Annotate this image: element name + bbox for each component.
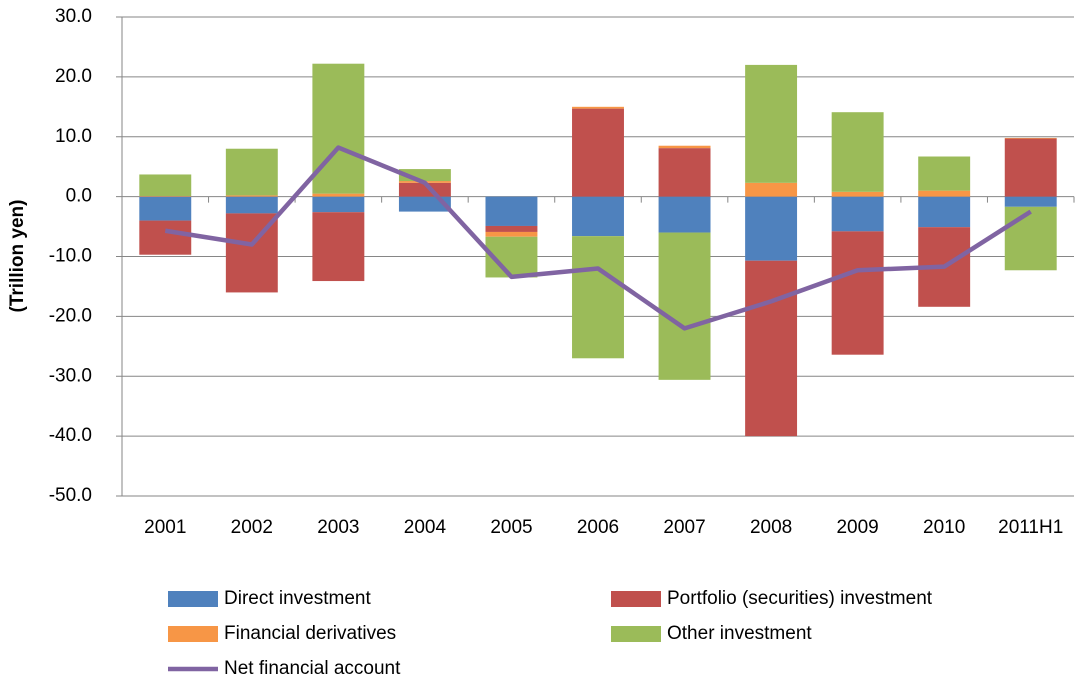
y-tick-label: 10.0 <box>55 126 92 147</box>
bar-segment <box>485 225 538 232</box>
bar-segment <box>572 106 624 109</box>
x-tick-label: 2002 <box>231 517 273 538</box>
y-tick-label: 30.0 <box>55 6 92 27</box>
x-tick-label: 2011H1 <box>998 517 1063 538</box>
bar-segment <box>398 196 451 212</box>
bar-segment <box>1004 138 1057 197</box>
bar-segment <box>225 148 278 196</box>
bar-segment <box>225 196 278 214</box>
y-tick-label: -20.0 <box>49 305 92 326</box>
bar-segment <box>572 196 624 237</box>
y-tick-label: -30.0 <box>49 365 92 386</box>
bar-segment <box>658 232 711 380</box>
bar-segment <box>398 169 451 182</box>
bar-segment <box>139 174 192 197</box>
bar-segment <box>572 108 624 197</box>
bar-segment <box>225 195 278 197</box>
legend-swatch <box>168 626 218 642</box>
bar-segment <box>312 63 365 194</box>
x-tick-label: 2008 <box>750 517 792 538</box>
bar-segment <box>572 236 624 359</box>
bar-segment <box>1004 137 1057 139</box>
bar-segment <box>485 196 538 226</box>
legend-label: Direct investment <box>224 588 371 609</box>
x-tick-label: 2009 <box>836 517 878 538</box>
bar-segment <box>312 193 365 197</box>
bar-segment <box>1004 206 1057 271</box>
bar-segment <box>485 231 538 237</box>
bar-segment <box>918 190 971 197</box>
legend-label: Financial derivatives <box>224 623 396 644</box>
bar-segment <box>745 182 798 197</box>
bar-segment <box>139 196 192 197</box>
bar-segment <box>831 191 884 197</box>
bar-segment <box>745 260 798 437</box>
bar-segment <box>831 112 884 192</box>
bar-segment <box>745 196 798 261</box>
bar-segment <box>1004 196 1057 207</box>
x-tick-label: 2004 <box>404 517 447 538</box>
y-tick-label: -50.0 <box>49 485 92 506</box>
bar-segment <box>312 196 365 213</box>
legend-swatch <box>611 591 661 607</box>
bar-segment <box>658 196 711 233</box>
x-tick-label: 2006 <box>577 517 619 538</box>
x-tick-label: 2003 <box>317 517 359 538</box>
bar-segment <box>658 145 711 149</box>
x-tick-label: 2005 <box>490 517 532 538</box>
bar-segment <box>139 220 192 255</box>
y-tick-label: 0.0 <box>66 186 92 207</box>
bar-segment <box>312 212 365 282</box>
y-axis-label: (Trillion yen) <box>7 200 28 313</box>
legend-swatch <box>611 626 661 642</box>
bar-segment <box>831 196 884 232</box>
legend-label: Net financial account <box>224 658 401 679</box>
bar-segment <box>658 148 711 197</box>
y-tick-label: 20.0 <box>55 66 92 87</box>
x-tick-label: 2007 <box>663 517 705 538</box>
legend-label: Other investment <box>667 623 812 644</box>
bar-segment <box>918 156 971 191</box>
bar-segment <box>139 196 192 221</box>
bar-segment <box>398 182 451 197</box>
legend-label: Portfolio (securities) investment <box>667 588 933 609</box>
legend-swatch <box>168 591 218 607</box>
x-tick-label: 2010 <box>923 517 965 538</box>
bar-segment <box>918 196 971 228</box>
bar-segment <box>745 64 798 183</box>
line-series <box>164 145 1032 331</box>
y-tick-label: -40.0 <box>49 425 92 446</box>
bar-segment <box>831 231 884 355</box>
x-tick-label: 2001 <box>144 517 186 538</box>
y-tick-label: -10.0 <box>49 246 92 267</box>
